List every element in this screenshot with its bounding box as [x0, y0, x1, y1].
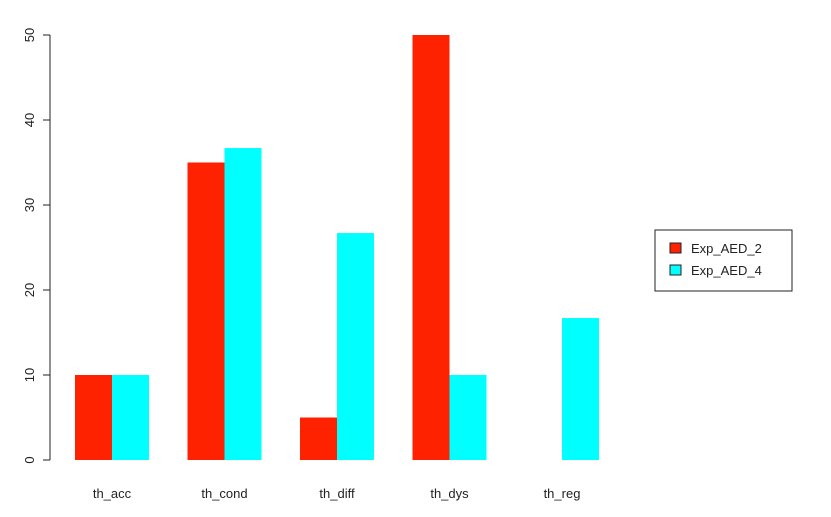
y-tick-label: 10 — [22, 368, 37, 382]
bar-exp-aed-2-th-cond — [187, 162, 225, 460]
bar-exp-aed-4-th-reg — [562, 318, 599, 460]
y-tick-label: 0 — [22, 456, 37, 463]
bar-exp-aed-2-th-diff — [300, 417, 337, 460]
bars-group — [75, 35, 599, 461]
x-category-label: th_dys — [430, 486, 469, 501]
y-tick-label: 30 — [22, 198, 37, 212]
bar-exp-aed-4-th-diff — [337, 233, 374, 460]
y-tick-label: 50 — [22, 28, 37, 42]
legend-box — [654, 229, 793, 292]
bar-exp-aed-4-th-dys — [449, 375, 487, 460]
y-axis: 0 10 20 30 40 50 — [22, 28, 51, 464]
bar-exp-aed-2-th-acc — [75, 375, 112, 460]
y-tick-label: 40 — [22, 113, 37, 127]
legend-swatch — [669, 264, 682, 276]
y-tick-label: 20 — [22, 283, 37, 297]
legend-swatch — [669, 242, 682, 254]
x-category-label: th_diff — [319, 486, 355, 501]
x-category-label: th_acc — [93, 486, 132, 501]
legend: Exp_AED_2 Exp_AED_4 — [654, 229, 793, 292]
bar-exp-aed-4-th-acc — [112, 375, 149, 460]
x-axis-labels: th_acc th_cond th_diff th_dys th_reg — [93, 486, 581, 501]
x-category-label: th_reg — [544, 486, 581, 501]
bar-exp-aed-2-th-dys — [412, 35, 450, 460]
x-category-label: th_cond — [201, 486, 247, 501]
bar-exp-aed-4-th-cond — [224, 148, 262, 461]
legend-label: Exp_AED_2 — [691, 241, 762, 256]
legend-label: Exp_AED_4 — [691, 263, 762, 278]
